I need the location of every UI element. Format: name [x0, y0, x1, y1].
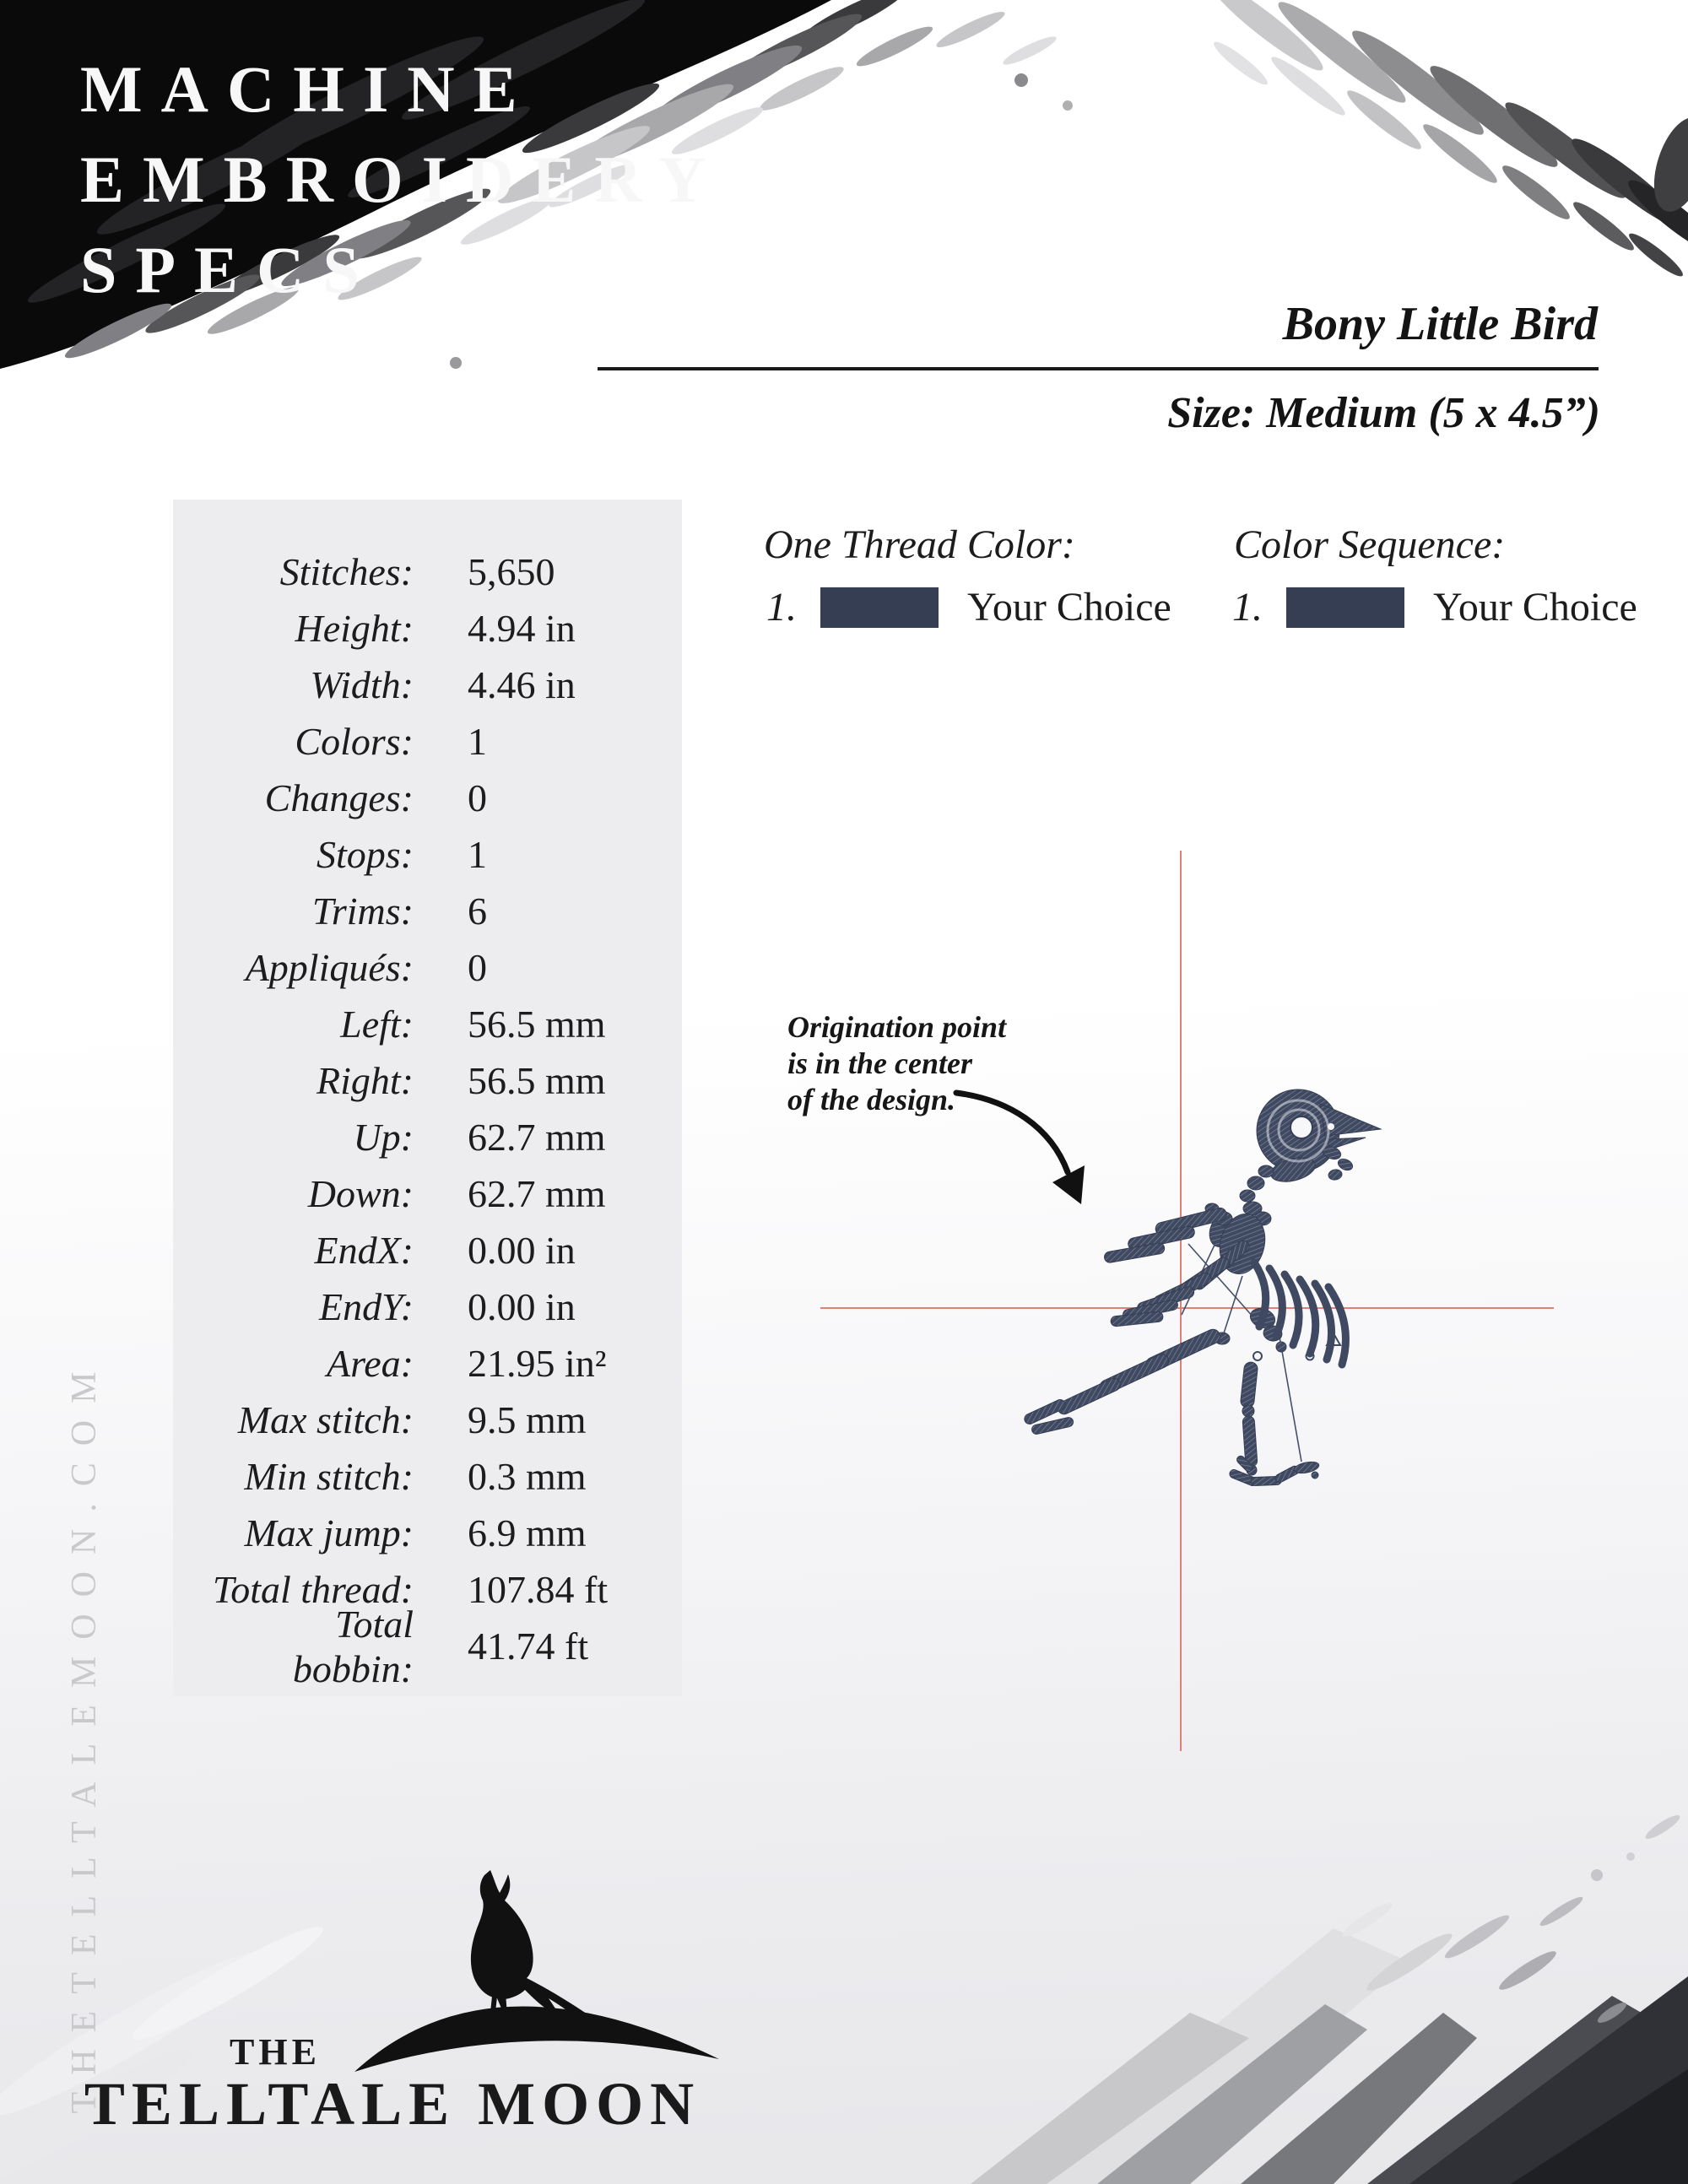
thread-color-number: 1.	[766, 585, 797, 630]
bottom-left-texture	[0, 1927, 323, 2184]
spec-value: 6	[468, 889, 487, 933]
spec-value: 0.00 in	[468, 1285, 576, 1328]
spec-label: Stops:	[316, 833, 414, 876]
page-title-line-3: SPECS	[80, 233, 378, 306]
spec-label: Down:	[307, 1172, 414, 1215]
spec-label: Colors:	[295, 720, 414, 763]
spec-row: Right: 56.5 mm	[207, 1052, 665, 1109]
spec-row: EndY: 0.00 in	[207, 1279, 665, 1335]
spec-value: 56.5 mm	[468, 1003, 606, 1046]
spec-value: 1	[468, 833, 487, 876]
design-size: Size: Medium (5 x 4.5”)	[1167, 389, 1600, 437]
origination-note: Origination point is in the center of th…	[787, 1009, 1058, 1118]
thread-color-row: 1. Your Choice	[766, 584, 1171, 630]
spec-label: Appliqués:	[245, 946, 414, 989]
thread-color-swatch	[820, 587, 939, 628]
spec-row: Height: 4.94 in	[207, 600, 665, 657]
spec-value: 6.9 mm	[468, 1511, 587, 1554]
spec-value: 41.74 ft	[468, 1624, 589, 1668]
spec-row: Up: 62.7 mm	[207, 1109, 665, 1165]
spec-row: Area: 21.95 in²	[207, 1335, 665, 1392]
page-title: MACHINE EMBROIDERY SPECS	[80, 44, 724, 315]
spec-row: Left: 56.5 mm	[207, 996, 665, 1052]
spec-value: 0.00 in	[468, 1229, 576, 1272]
spec-label: Max jump:	[244, 1511, 414, 1554]
crosshair-horizontal-line	[820, 1307, 1554, 1309]
spec-label: Min stitch:	[244, 1455, 414, 1498]
spec-label: Width:	[310, 663, 414, 706]
spec-label: Up:	[353, 1116, 414, 1159]
spec-row: EndX: 0.00 in	[207, 1222, 665, 1279]
spec-value: 0.3 mm	[468, 1455, 587, 1498]
color-sequence-heading: Color Sequence:	[1234, 522, 1506, 567]
crow-icon	[470, 1870, 589, 2019]
spec-label: Stitches:	[279, 550, 414, 593]
spec-value: 21.95 in²	[468, 1342, 607, 1385]
spec-row: Changes: 0	[207, 770, 665, 826]
spec-row: Max stitch: 9.5 mm	[207, 1392, 665, 1448]
spec-label: Changes:	[264, 776, 414, 819]
brand-the: THE	[230, 2031, 321, 2073]
spec-label: EndY:	[318, 1285, 414, 1328]
origination-arrow-icon	[953, 1089, 1085, 1204]
spec-value: 0	[468, 776, 487, 819]
spec-value: 56.5 mm	[468, 1059, 606, 1102]
spec-value: 62.7 mm	[468, 1116, 606, 1159]
color-sequence-swatch	[1286, 587, 1404, 628]
spec-label: EndX:	[314, 1229, 414, 1272]
origination-note-line-2: is in the center	[787, 1046, 973, 1080]
color-sequence-label: Your Choice	[1433, 585, 1637, 630]
spec-row: Stops: 1	[207, 826, 665, 883]
spec-value: 9.5 mm	[468, 1398, 587, 1441]
design-name: Bony Little Bird	[1282, 298, 1598, 350]
spec-row: Total bobbin: 41.74 ft	[207, 1603, 665, 1690]
page-title-line-1: MACHINE	[80, 52, 536, 126]
spec-value: 0	[468, 946, 487, 989]
spec-row: Trims: 6	[207, 883, 665, 939]
thread-color-label: Your Choice	[967, 585, 1171, 630]
spec-label: Max stitch:	[237, 1398, 414, 1441]
spec-label: Total bobbin:	[292, 1602, 414, 1690]
telltale-moon-logo	[354, 1870, 719, 2072]
header-brush-texture	[0, 0, 1688, 369]
brand-telltale-moon: TELLTALE MOON	[84, 2070, 701, 2138]
one-thread-color-heading: One Thread Color:	[764, 522, 1075, 567]
spec-row: Colors: 1	[207, 713, 665, 770]
spec-value: 4.46 in	[468, 663, 576, 706]
spec-value: 107.84 ft	[468, 1568, 609, 1611]
spec-row: Width: 4.46 in	[207, 657, 665, 713]
origination-note-line-1: Origination point	[787, 1010, 1007, 1044]
spec-value: 62.7 mm	[468, 1172, 606, 1215]
website-url-vertical: THETELLTALEMOON.COM	[65, 1354, 104, 2114]
spec-value: 1	[468, 720, 487, 763]
spec-row: Min stitch: 0.3 mm	[207, 1448, 665, 1505]
spec-value: 5,650	[468, 550, 555, 593]
color-sequence-number: 1.	[1232, 585, 1263, 630]
spec-label: Left:	[340, 1003, 414, 1046]
spec-row: Appliqués: 0	[207, 939, 665, 996]
header-divider	[598, 367, 1599, 370]
bird-skeleton-illustration	[1024, 1089, 1382, 1486]
page-title-line-2: EMBROIDERY	[80, 143, 725, 216]
spec-label: Area:	[326, 1342, 414, 1385]
spec-label: Trims:	[311, 889, 414, 933]
specs-panel: Stitches: 5,650 Height: 4.94 in Width: 4…	[173, 500, 682, 1696]
spec-row: Max jump: 6.9 mm	[207, 1505, 665, 1561]
moon-crescent-icon	[354, 2006, 719, 2072]
spec-row: Total thread: 107.84 ft	[207, 1561, 665, 1618]
bottom-right-texture	[971, 1814, 1688, 2184]
spec-value: 4.94 in	[468, 607, 576, 650]
spec-row: Down: 62.7 mm	[207, 1165, 665, 1222]
spec-label: Total thread:	[212, 1568, 414, 1611]
spec-row: Stitches: 5,650	[207, 543, 665, 600]
origination-note-line-3: of the design.	[787, 1083, 956, 1116]
specs-table: Stitches: 5,650 Height: 4.94 in Width: 4…	[207, 543, 665, 1690]
spec-label: Height:	[295, 607, 414, 650]
color-sequence-row: 1. Your Choice	[1232, 584, 1637, 630]
spec-label: Right:	[316, 1059, 414, 1102]
